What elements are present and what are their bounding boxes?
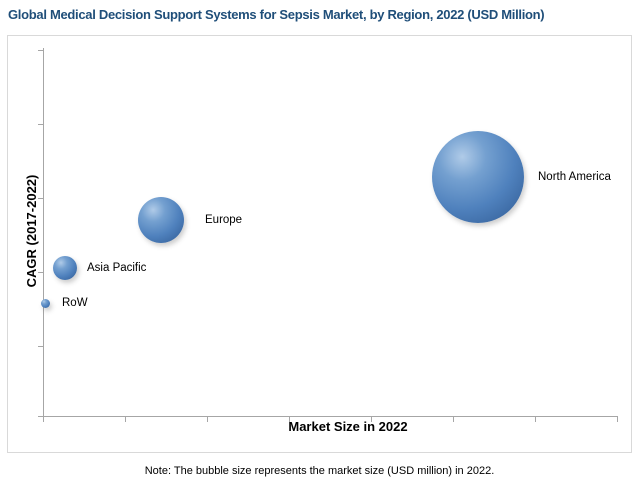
x-axis-tick xyxy=(617,417,618,422)
plot-area-border xyxy=(7,35,632,453)
y-axis-tick xyxy=(38,198,43,199)
bubble-label-asia-pacific: Asia Pacific xyxy=(87,262,147,274)
y-axis-tick xyxy=(38,416,43,417)
bubble-row xyxy=(40,298,50,308)
x-axis-tick xyxy=(371,417,372,422)
bubble-label-north-america: North America xyxy=(538,171,611,183)
bubble-label-europe: Europe xyxy=(205,214,243,226)
x-axis-tick xyxy=(535,417,536,422)
x-axis-title: Market Size in 2022 xyxy=(288,419,408,434)
x-axis-tick xyxy=(43,417,44,422)
y-axis-tick xyxy=(38,124,43,125)
bubble-north-america xyxy=(432,131,524,223)
bubble-asia-pacific xyxy=(53,256,77,280)
chart-note: Note: The bubble size represents the mar… xyxy=(144,465,495,477)
x-axis-tick xyxy=(125,417,126,422)
x-axis-tick xyxy=(453,417,454,422)
y-axis-tick xyxy=(38,50,43,51)
y-axis-tick xyxy=(38,346,43,347)
chart-title: Global Medical Decision Support Systems … xyxy=(8,7,545,22)
bubble-label-row: RoW xyxy=(62,297,88,309)
x-axis-tick xyxy=(207,417,208,422)
bubble-europe xyxy=(138,197,184,243)
y-axis-line xyxy=(43,48,44,417)
y-axis-title: CAGR (2017-2022) xyxy=(24,174,39,288)
x-axis-line xyxy=(40,416,618,417)
x-axis-tick xyxy=(289,417,290,422)
y-axis-tick xyxy=(38,272,43,273)
